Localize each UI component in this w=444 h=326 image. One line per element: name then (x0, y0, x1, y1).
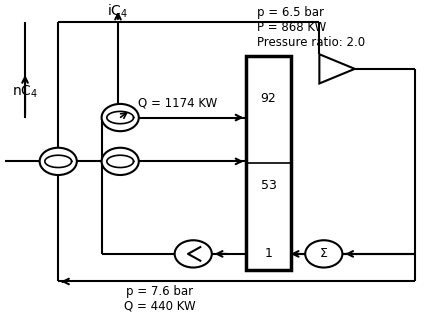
Circle shape (305, 240, 342, 268)
Circle shape (102, 148, 139, 175)
Text: p = 6.5 bar
P = 868 KW
Pressure ratio: 2.0: p = 6.5 bar P = 868 KW Pressure ratio: 2… (258, 6, 365, 49)
Text: p = 7.6 bar
Q = 440 KW: p = 7.6 bar Q = 440 KW (124, 285, 196, 313)
Bar (246, 56, 291, 270)
Text: nC$_4$: nC$_4$ (12, 83, 38, 100)
Text: Q = 1174 KW: Q = 1174 KW (138, 96, 217, 110)
Circle shape (102, 104, 139, 131)
Circle shape (40, 148, 77, 175)
Polygon shape (319, 54, 355, 83)
Circle shape (174, 240, 212, 268)
Text: 1: 1 (265, 247, 273, 260)
Text: iC$_4$: iC$_4$ (107, 2, 129, 20)
Text: 92: 92 (261, 92, 276, 105)
Text: $\Sigma$: $\Sigma$ (319, 247, 329, 260)
Text: 53: 53 (261, 179, 277, 192)
